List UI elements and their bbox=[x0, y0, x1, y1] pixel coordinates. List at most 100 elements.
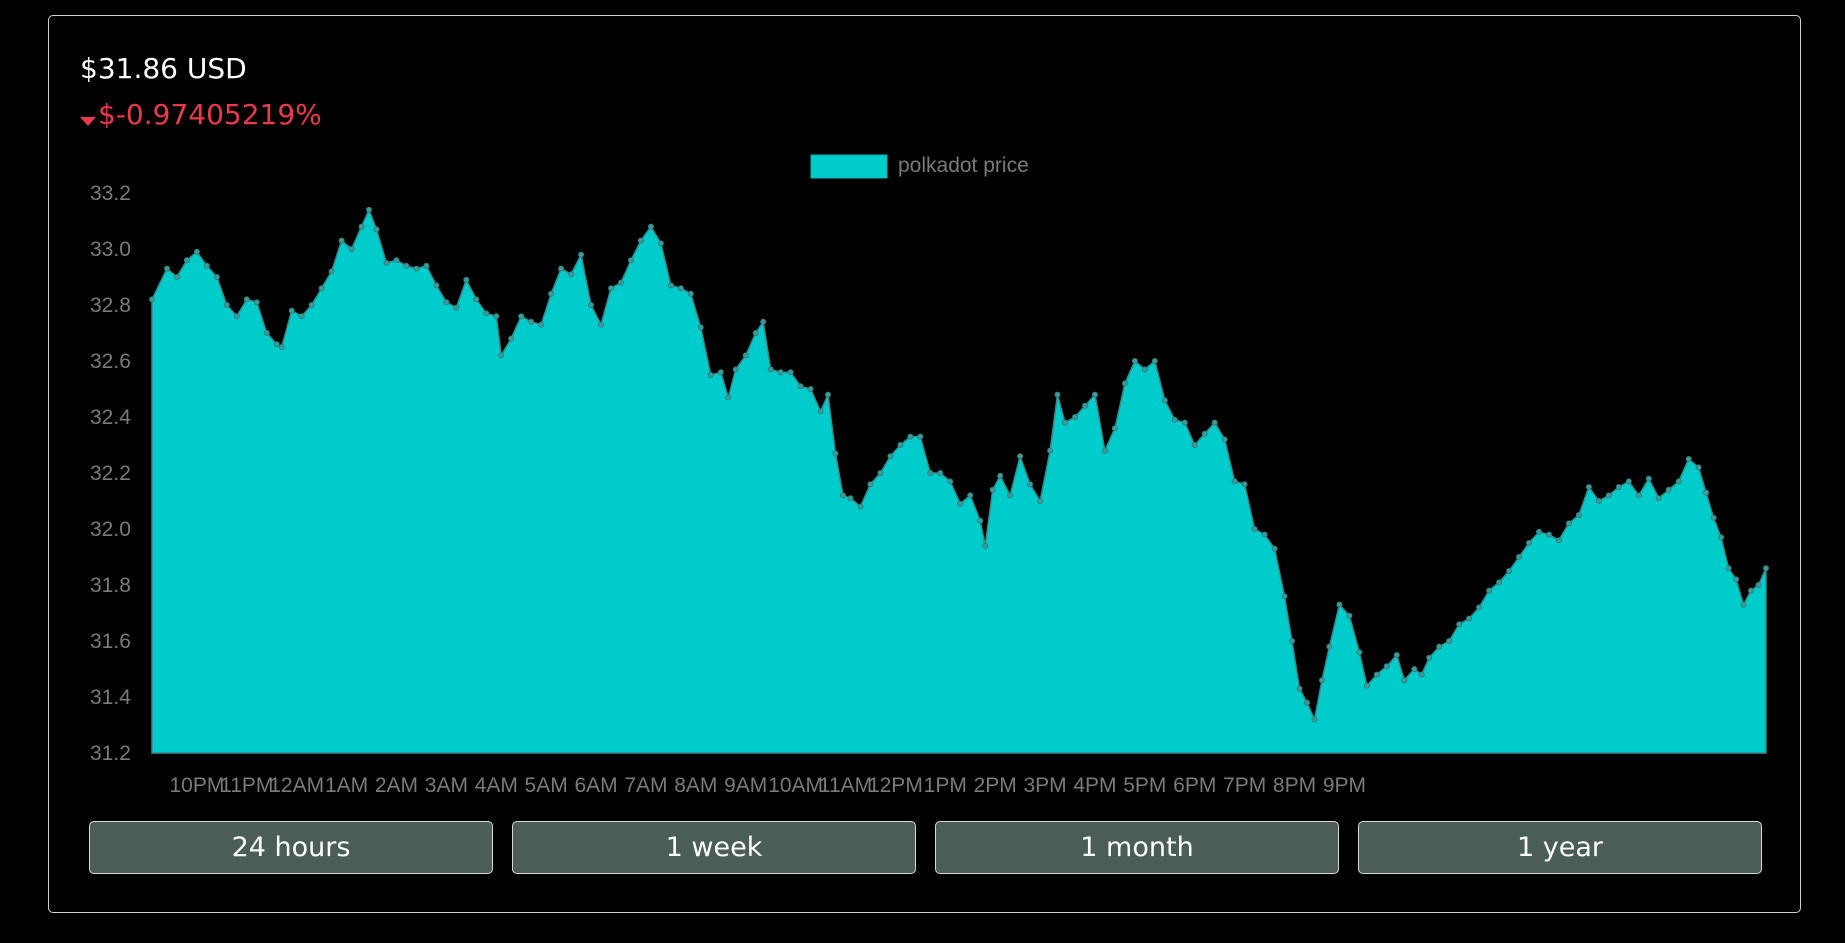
data-point bbox=[1054, 391, 1061, 398]
data-point bbox=[1319, 677, 1326, 684]
data-point bbox=[840, 492, 847, 499]
y-tick-label: 32.6 bbox=[90, 350, 131, 373]
data-point bbox=[1261, 531, 1268, 538]
data-point bbox=[213, 273, 220, 280]
chart-legend[interactable]: polkadot price bbox=[810, 154, 1029, 179]
data-point bbox=[1289, 638, 1296, 645]
data-point bbox=[677, 285, 684, 292]
range-button-24-hours[interactable]: 24 hours bbox=[89, 821, 493, 874]
data-point bbox=[1101, 447, 1108, 454]
data-point bbox=[618, 279, 625, 286]
data-point bbox=[1304, 699, 1311, 706]
data-point bbox=[1191, 441, 1198, 448]
range-selector: 24 hours 1 week 1 month 1 year bbox=[89, 821, 1762, 874]
range-button-1-week[interactable]: 1 week bbox=[512, 821, 916, 874]
data-point bbox=[373, 226, 380, 233]
data-point bbox=[1703, 489, 1710, 496]
data-point bbox=[1536, 528, 1543, 535]
data-point bbox=[825, 391, 832, 398]
data-point bbox=[637, 237, 644, 244]
data-point bbox=[233, 313, 240, 320]
data-point bbox=[742, 352, 749, 359]
data-point bbox=[687, 290, 694, 297]
x-tick-label: 10AM bbox=[768, 774, 823, 797]
data-point bbox=[707, 371, 714, 378]
data-point bbox=[1281, 593, 1288, 600]
data-point bbox=[473, 296, 480, 303]
x-tick-label: 4AM bbox=[475, 774, 518, 797]
data-point bbox=[365, 206, 372, 213]
data-point bbox=[1296, 685, 1303, 692]
y-tick-label: 32.4 bbox=[90, 406, 131, 429]
range-button-1-month[interactable]: 1 month bbox=[935, 821, 1339, 874]
y-tick-label: 31.6 bbox=[90, 630, 131, 653]
data-point bbox=[732, 366, 739, 373]
data-point bbox=[1271, 545, 1278, 552]
data-point bbox=[1111, 425, 1118, 432]
data-point bbox=[1486, 587, 1493, 594]
data-point bbox=[1383, 663, 1390, 670]
data-point bbox=[493, 313, 500, 320]
data-point bbox=[1027, 481, 1034, 488]
data-point bbox=[1336, 601, 1343, 608]
data-point bbox=[1710, 514, 1717, 521]
data-point bbox=[760, 318, 767, 325]
data-point bbox=[1363, 682, 1370, 689]
data-point bbox=[927, 469, 934, 476]
data-point bbox=[1595, 497, 1602, 504]
data-point bbox=[548, 290, 555, 297]
data-point bbox=[1763, 565, 1770, 572]
data-point bbox=[857, 503, 864, 510]
y-tick-label: 32.2 bbox=[90, 462, 131, 485]
data-point bbox=[787, 369, 794, 376]
data-point bbox=[1311, 716, 1318, 723]
x-tick-label: 6PM bbox=[1173, 774, 1216, 797]
y-tick-label: 31.2 bbox=[90, 742, 131, 765]
data-point bbox=[1326, 643, 1333, 650]
data-point bbox=[1685, 455, 1692, 462]
data-point bbox=[358, 223, 365, 230]
range-button-1-year[interactable]: 1 year bbox=[1358, 821, 1762, 874]
data-point bbox=[1605, 492, 1612, 499]
y-axis: 33.2 33.0 32.8 32.6 32.4 32.2 32.0 31.8 31.6 31.4… bbox=[90, 182, 131, 765]
data-point bbox=[1476, 604, 1483, 611]
y-tick-label: 33.2 bbox=[90, 182, 131, 205]
legend-label: polkadot price bbox=[898, 154, 1029, 177]
data-point bbox=[697, 324, 704, 331]
data-point bbox=[967, 492, 974, 499]
price-change-value: $-0.97405219% bbox=[98, 98, 322, 131]
data-point bbox=[989, 486, 996, 493]
data-point bbox=[1393, 652, 1400, 659]
x-tick-label: 9PM bbox=[1323, 774, 1366, 797]
data-point bbox=[498, 352, 505, 359]
data-points bbox=[148, 206, 1770, 723]
data-point bbox=[348, 245, 355, 252]
data-point bbox=[657, 240, 664, 247]
data-point bbox=[1565, 520, 1572, 527]
data-point bbox=[977, 517, 984, 524]
data-point bbox=[1231, 478, 1238, 485]
data-point bbox=[273, 341, 280, 348]
x-tick-label: 2AM bbox=[375, 774, 418, 797]
data-point bbox=[538, 321, 545, 328]
data-point bbox=[223, 301, 230, 308]
price-area bbox=[151, 207, 1767, 754]
data-point bbox=[1748, 587, 1755, 594]
data-point bbox=[752, 329, 759, 336]
data-point bbox=[278, 343, 285, 350]
data-point bbox=[508, 335, 515, 342]
data-point bbox=[193, 248, 200, 255]
data-point bbox=[588, 301, 595, 308]
data-point bbox=[1506, 568, 1513, 575]
x-tick-label: 12PM bbox=[868, 774, 923, 797]
data-point bbox=[308, 301, 315, 308]
data-point bbox=[667, 282, 674, 289]
x-tick-label: 9AM bbox=[724, 774, 767, 797]
x-tick-label: 7PM bbox=[1223, 774, 1266, 797]
data-point bbox=[338, 237, 345, 244]
data-point bbox=[907, 433, 914, 440]
data-point bbox=[1221, 436, 1228, 443]
data-point bbox=[1007, 492, 1014, 499]
data-point bbox=[413, 265, 420, 272]
